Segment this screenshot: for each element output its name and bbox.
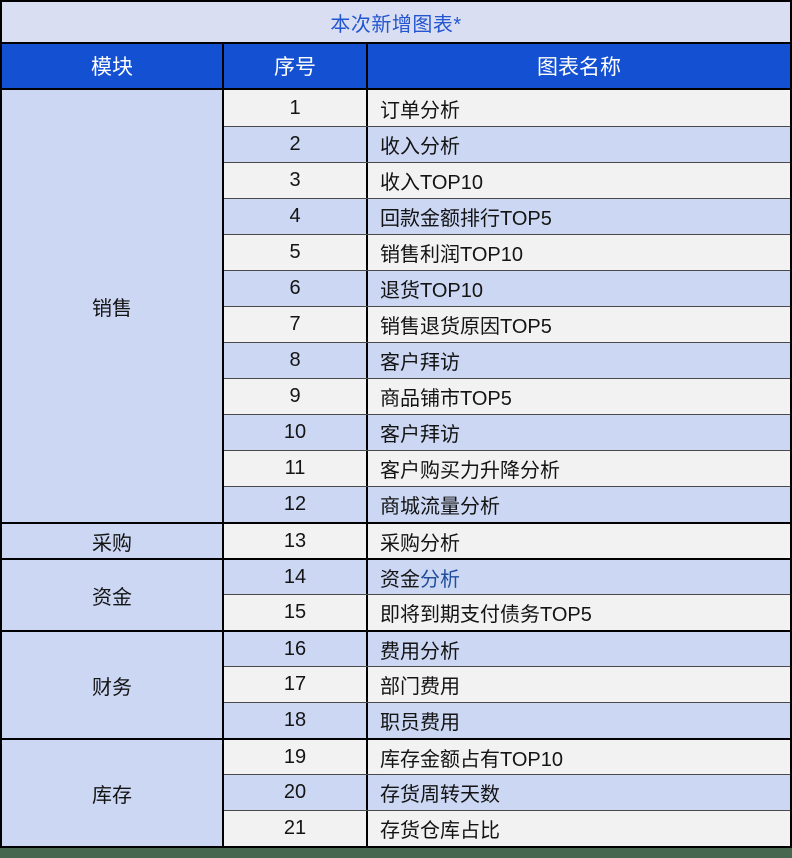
chart-name: 订单分析 bbox=[380, 99, 460, 122]
row-number: 5 bbox=[224, 235, 368, 270]
row-number: 7 bbox=[224, 307, 368, 342]
row-number: 20 bbox=[224, 775, 368, 810]
module-cell: 资金 bbox=[2, 560, 224, 630]
table-row: 16 费用分析 bbox=[224, 632, 790, 666]
header-chart-name: 图表名称 bbox=[537, 56, 621, 79]
row-number: 11 bbox=[224, 451, 368, 486]
module-group: 库存 19 库存金额占有TOP10 20 存货周转天数 21 存货仓库占比 bbox=[2, 738, 790, 846]
table-title: 本次新增图表* bbox=[2, 2, 790, 44]
module-cell: 销售 bbox=[2, 90, 224, 522]
row-number: 1 bbox=[224, 90, 368, 126]
chart-name: 回款金额排行TOP5 bbox=[380, 208, 552, 230]
row-number: 6 bbox=[224, 271, 368, 306]
table-row: 17 部门费用 bbox=[224, 666, 790, 702]
row-number: 8 bbox=[224, 343, 368, 378]
module-group: 资金 14 资金 分析 15 即将到期支付债务TOP5 bbox=[2, 558, 790, 630]
table-row: 5 销售利润TOP10 bbox=[224, 234, 790, 270]
module-group: 采购 13 采购分析 bbox=[2, 522, 790, 558]
row-number: 21 bbox=[224, 811, 368, 846]
module-group: 销售 1 订单分析 2 收入分析 3 收入TOP10 4 回款金额排行TOP5 5 销售利润TOP1… bbox=[2, 90, 790, 522]
chart-name: 即将到期支付债务TOP5 bbox=[380, 604, 592, 626]
table-row: 7 销售退货原因TOP5 bbox=[224, 306, 790, 342]
table-row: 13 采购分析 bbox=[224, 524, 790, 558]
table-row: 9 商品铺市TOP5 bbox=[224, 378, 790, 414]
chart-name: 存货仓库占比 bbox=[380, 820, 500, 842]
table-row: 3 收入TOP10 bbox=[224, 162, 790, 198]
chart-name: 存货周转天数 bbox=[380, 784, 500, 806]
table-row: 21 存货仓库占比 bbox=[224, 810, 790, 846]
table-row: 2 收入分析 bbox=[224, 126, 790, 162]
table-row: 18 职员费用 bbox=[224, 702, 790, 738]
module-cell: 财务 bbox=[2, 632, 224, 738]
table-row: 11 客户购买力升降分析 bbox=[224, 450, 790, 486]
chart-name: 销售利润TOP10 bbox=[380, 244, 523, 266]
row-number: 12 bbox=[224, 487, 368, 522]
chart-name: 客户拜访 bbox=[380, 352, 460, 374]
header-module: 模块 bbox=[2, 44, 224, 88]
table-row: 4 回款金额排行TOP5 bbox=[224, 198, 790, 234]
module-rows: 13 采购分析 bbox=[224, 524, 790, 558]
table-row: 12 商城流量分析 bbox=[224, 486, 790, 522]
chart-name: 库存金额占有TOP10 bbox=[380, 748, 563, 771]
row-number: 15 bbox=[224, 595, 368, 630]
row-number: 17 bbox=[224, 667, 368, 702]
table-row: 8 客户拜访 bbox=[224, 342, 790, 378]
table-header: 模块 序号 图表名称 bbox=[2, 44, 790, 90]
chart-name: 退货TOP10 bbox=[380, 280, 483, 302]
chart-name: 客户拜访 bbox=[380, 424, 460, 446]
table-row: 19 库存金额占有TOP10 bbox=[224, 740, 790, 774]
module-cell: 库存 bbox=[2, 740, 224, 846]
row-number: 19 bbox=[224, 740, 368, 774]
table-row: 15 即将到期支付债务TOP5 bbox=[224, 594, 790, 630]
module-rows: 16 费用分析 17 部门费用 18 职员费用 bbox=[224, 632, 790, 738]
module-rows: 19 库存金额占有TOP10 20 存货周转天数 21 存货仓库占比 bbox=[224, 740, 790, 846]
chart-name: 职员费用 bbox=[380, 712, 460, 734]
table-row: 20 存货周转天数 bbox=[224, 774, 790, 810]
table-row: 6 退货TOP10 bbox=[224, 270, 790, 306]
chart-name: 收入TOP10 bbox=[380, 172, 483, 194]
header-no: 序号 bbox=[224, 44, 368, 88]
module-cell: 采购 bbox=[2, 524, 224, 558]
module-rows: 1 订单分析 2 收入分析 3 收入TOP10 4 回款金额排行TOP5 5 销售利润TOP10 6… bbox=[224, 90, 790, 522]
row-number: 10 bbox=[224, 415, 368, 450]
row-number: 3 bbox=[224, 163, 368, 198]
row-number: 14 bbox=[224, 560, 368, 594]
row-number: 9 bbox=[224, 379, 368, 414]
table-row: 14 资金 分析 bbox=[224, 560, 790, 594]
table-body: 销售 1 订单分析 2 收入分析 3 收入TOP10 4 回款金额排行TOP5 5 销售利润TOP1… bbox=[2, 90, 790, 846]
chart-name: 客户购买力升降分析 bbox=[380, 460, 560, 482]
chart-name: 费用分析 bbox=[380, 640, 460, 663]
row-number: 4 bbox=[224, 199, 368, 234]
row-number: 13 bbox=[224, 524, 368, 558]
chart-name-highlight: 分析 bbox=[420, 568, 460, 591]
chart-name: 采购分析 bbox=[380, 532, 460, 555]
chart-name: 资金 分析 bbox=[368, 560, 790, 594]
chart-name: 部门费用 bbox=[380, 676, 460, 698]
chart-name: 收入分析 bbox=[380, 136, 460, 158]
table-row: 1 订单分析 bbox=[224, 90, 790, 126]
module-rows: 14 资金 分析 15 即将到期支付债务TOP5 bbox=[224, 560, 790, 630]
chart-name: 销售退货原因TOP5 bbox=[380, 316, 552, 338]
module-group: 财务 16 费用分析 17 部门费用 18 职员费用 bbox=[2, 630, 790, 738]
row-number: 16 bbox=[224, 632, 368, 666]
table-row: 10 客户拜访 bbox=[224, 414, 790, 450]
row-number: 2 bbox=[224, 127, 368, 162]
chart-name: 商品铺市TOP5 bbox=[380, 388, 512, 410]
row-number: 18 bbox=[224, 703, 368, 738]
bottom-strip bbox=[0, 848, 792, 858]
chart-name: 商城流量分析 bbox=[380, 496, 500, 518]
